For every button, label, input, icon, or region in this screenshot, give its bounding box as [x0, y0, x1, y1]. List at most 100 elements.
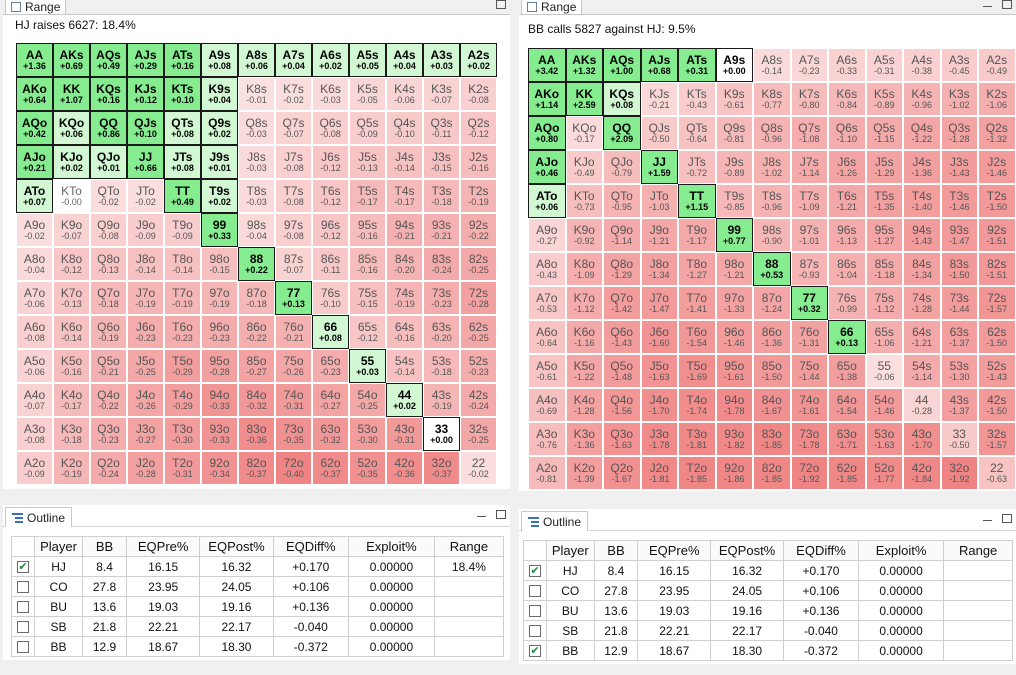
hand-cell[interactable]: KJs -0.21: [640, 82, 678, 116]
hand-cell[interactable]: J4s -0.14: [386, 145, 423, 179]
player-checkbox[interactable]: [17, 601, 30, 614]
hand-cell[interactable]: 83o -1.85: [753, 422, 791, 456]
hand-cell[interactable]: Q5s -1.15: [865, 116, 903, 150]
hand-cell[interactable]: 22 -0.02: [460, 451, 497, 485]
hand-cell[interactable]: 88 +0.22: [238, 247, 275, 281]
hand-cell[interactable]: J5o -0.25: [127, 349, 164, 383]
hand-cell[interactable]: 32s -1.57: [978, 422, 1016, 456]
hand-cell[interactable]: K9o -0.92: [565, 218, 603, 252]
hand-cell[interactable]: A6s +0.02: [312, 43, 349, 77]
hand-cell[interactable]: 87o -1.24: [753, 286, 791, 320]
hand-cell[interactable]: J5s -1.29: [865, 150, 903, 184]
hand-cell[interactable]: T9o -0.09: [164, 213, 201, 247]
hand-cell[interactable]: J5o -1.63: [640, 354, 678, 388]
player-row[interactable]: ✔ BB 12.9 18.67 18.30 -0.372 0.00000: [523, 640, 1013, 661]
hand-cell[interactable]: A5o -0.06: [16, 349, 53, 383]
player-row[interactable]: BU 13.6 19.03 19.16 +0.136 0.00000: [523, 600, 1013, 621]
hand-cell[interactable]: J6o -1.60: [640, 320, 678, 354]
hand-cell[interactable]: QTs +0.08: [164, 111, 201, 145]
hand-cell[interactable]: T6o -1.54: [678, 320, 716, 354]
hand-cell[interactable]: K9o -0.07: [53, 213, 90, 247]
maximize-icon[interactable]: [1002, 514, 1012, 523]
player-checkbox[interactable]: [528, 625, 541, 638]
hand-cell[interactable]: 93s -0.21: [423, 213, 460, 247]
hand-cell[interactable]: Q7s -0.07: [275, 111, 312, 145]
hand-cell[interactable]: 53o -1.63: [865, 422, 903, 456]
hand-cell[interactable]: 22 -0.63: [978, 456, 1016, 490]
hand-cell[interactable]: Q9s -0.81: [715, 116, 753, 150]
maximize-icon[interactable]: [1002, 0, 1012, 9]
hand-cell[interactable]: T8s -0.03: [238, 179, 275, 213]
hand-cell[interactable]: AJo +0.46: [528, 150, 566, 184]
hand-cell[interactable]: 84s -0.20: [386, 247, 423, 281]
hand-cell[interactable]: K9s -0.61: [715, 82, 753, 116]
hand-cell[interactable]: 64o -0.27: [312, 383, 349, 417]
hand-cell[interactable]: Q6s -1.10: [828, 116, 866, 150]
hand-cell[interactable]: T9s -0.85: [715, 184, 753, 218]
hand-cell[interactable]: J6s -0.12: [312, 145, 349, 179]
hand-cell[interactable]: AQo +0.80: [528, 116, 566, 150]
hand-cell[interactable]: T8o -0.14: [164, 247, 201, 281]
hand-cell[interactable]: J6o -0.23: [127, 315, 164, 349]
hand-cell[interactable]: 86o -0.22: [238, 315, 275, 349]
hand-cell[interactable]: 97o -0.19: [201, 281, 238, 315]
hand-cell[interactable]: K7s -0.80: [790, 82, 828, 116]
hand-cell[interactable]: 72o -0.40: [275, 451, 312, 485]
player-checkbox[interactable]: [17, 641, 30, 654]
hand-cell[interactable]: T3o -0.30: [164, 417, 201, 451]
hand-cell[interactable]: 92s -1.51: [978, 218, 1016, 252]
minimize-icon[interactable]: [477, 516, 486, 517]
hand-cell[interactable]: 62s -1.50: [978, 320, 1016, 354]
hand-cell[interactable]: QTo -0.02: [90, 179, 127, 213]
hand-cell[interactable]: 85s -1.18: [865, 252, 903, 286]
hand-cell[interactable]: A6o -0.64: [528, 320, 566, 354]
hand-cell[interactable]: J9s +0.01: [201, 145, 238, 179]
hand-cell[interactable]: 85s -0.16: [349, 247, 386, 281]
hand-cell[interactable]: 74s -1.28: [903, 286, 941, 320]
hand-cell[interactable]: A3s -0.45: [940, 48, 978, 82]
hand-cell[interactable]: J3s -0.15: [423, 145, 460, 179]
hand-cell[interactable]: Q5o -1.48: [603, 354, 641, 388]
column-header[interactable]: EQPre%: [126, 536, 201, 557]
hand-cell[interactable]: 97o -1.33: [715, 286, 753, 320]
hand-cell[interactable]: T3s -0.18: [423, 179, 460, 213]
hand-cell[interactable]: A5o -0.61: [528, 354, 566, 388]
hand-cell[interactable]: KQo +0.06: [53, 111, 90, 145]
hand-cell[interactable]: J7s -1.14: [790, 150, 828, 184]
hand-cell[interactable]: 86o -1.36: [753, 320, 791, 354]
hand-cell[interactable]: K3s -0.07: [423, 77, 460, 111]
hand-cell[interactable]: J3o -1.78: [640, 422, 678, 456]
hand-cell[interactable]: AJs +0.29: [127, 43, 164, 77]
hand-cell[interactable]: 96s -0.12: [312, 213, 349, 247]
hand-cell[interactable]: J2s -1.46: [978, 150, 1016, 184]
hand-cell[interactable]: 63o -1.71: [828, 422, 866, 456]
hand-cell[interactable]: 44 +0.02: [386, 383, 423, 417]
hand-cell[interactable]: 98s -0.04: [238, 213, 275, 247]
hand-cell[interactable]: J3s -1.43: [940, 150, 978, 184]
hand-cell[interactable]: 92s -0.22: [460, 213, 497, 247]
hand-cell[interactable]: A8s +0.06: [238, 43, 275, 77]
hand-cell[interactable]: T3o -1.81: [678, 422, 716, 456]
hand-cell[interactable]: A4s +0.04: [386, 43, 423, 77]
hand-cell[interactable]: QJs +0.10: [127, 111, 164, 145]
hand-cell[interactable]: 95s -1.27: [865, 218, 903, 252]
maximize-icon[interactable]: [496, 0, 506, 9]
hand-cell[interactable]: T6s -0.12: [312, 179, 349, 213]
player-row[interactable]: CO 27.8 23.95 24.05 +0.106 0.00000: [523, 580, 1013, 601]
hand-cell[interactable]: 33 +0.00: [423, 417, 460, 451]
hand-cell[interactable]: 52s -0.23: [460, 349, 497, 383]
hand-cell[interactable]: 52o -0.35: [349, 451, 386, 485]
hand-cell[interactable]: T6s -1.21: [828, 184, 866, 218]
column-header[interactable]: EQPost%: [710, 540, 784, 561]
hand-cell[interactable]: JJ +0.66: [127, 145, 164, 179]
hand-cell[interactable]: A4s -0.38: [903, 48, 941, 82]
hand-cell[interactable]: 54s -1.14: [903, 354, 941, 388]
hand-cell[interactable]: J9s -0.89: [715, 150, 753, 184]
hand-cell[interactable]: A6s -0.33: [828, 48, 866, 82]
hand-cell[interactable]: AKo +0.64: [16, 77, 53, 111]
hand-cell[interactable]: 62o -1.85: [828, 456, 866, 490]
hand-cell[interactable]: A9o -0.27: [528, 218, 566, 252]
hand-cell[interactable]: 98o -0.15: [201, 247, 238, 281]
hand-cell[interactable]: K5s -0.89: [865, 82, 903, 116]
hand-cell[interactable]: 94s -1.43: [903, 218, 941, 252]
